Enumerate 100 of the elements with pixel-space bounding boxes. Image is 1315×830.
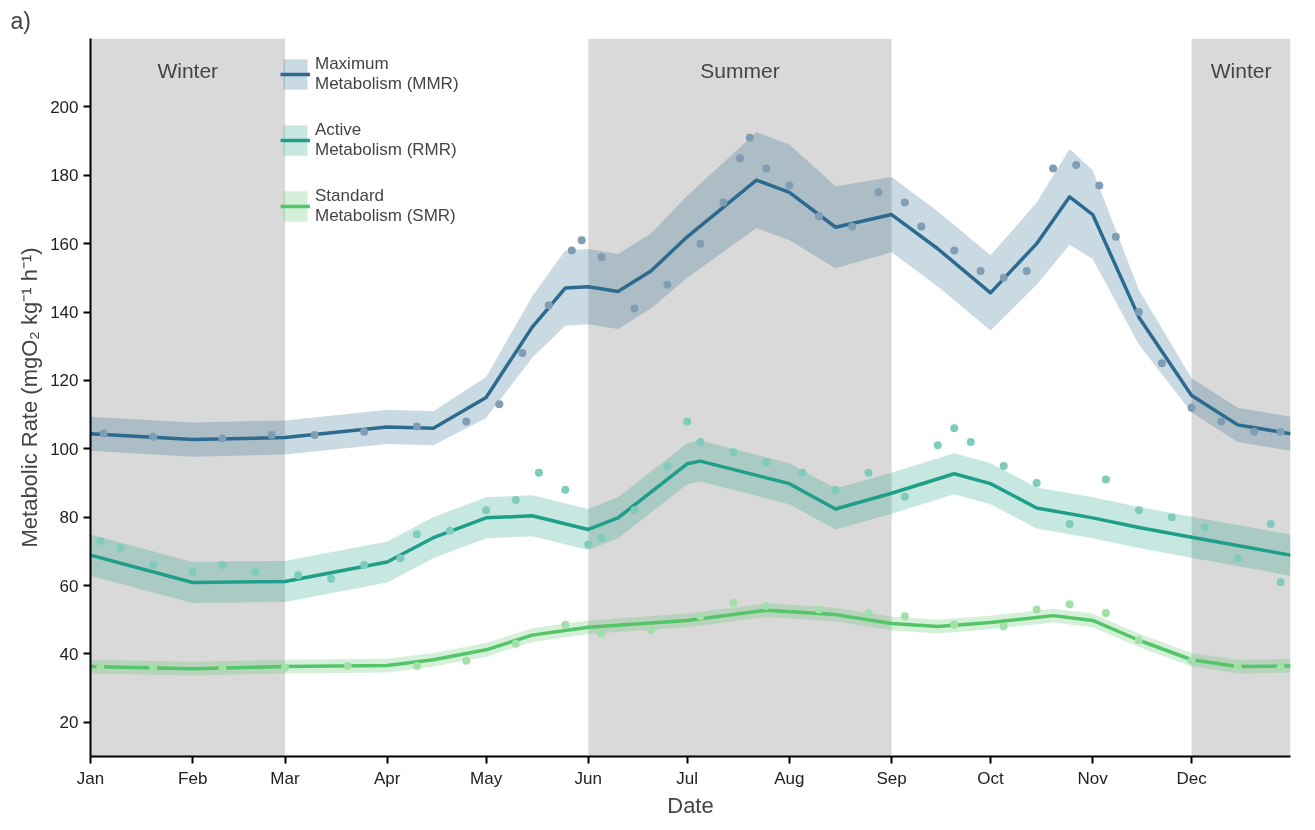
point — [561, 620, 570, 629]
point — [815, 605, 824, 614]
x-tick-label: Oct — [977, 768, 1004, 788]
y-tick-label: 140 — [50, 303, 79, 323]
point — [1111, 232, 1120, 241]
point — [1095, 181, 1104, 190]
point — [663, 461, 672, 470]
y-tick-label: 60 — [59, 576, 79, 596]
point — [874, 188, 883, 197]
point — [900, 198, 909, 207]
x-tick-label: Jun — [574, 768, 603, 788]
point — [900, 492, 909, 501]
point — [567, 246, 576, 255]
point — [696, 239, 705, 248]
point — [1233, 661, 1242, 670]
point — [1187, 403, 1196, 412]
point — [900, 612, 909, 621]
point — [343, 661, 352, 670]
point — [1101, 608, 1110, 617]
y-tick-label: 40 — [59, 644, 79, 664]
point — [310, 431, 319, 440]
point — [1049, 164, 1058, 173]
point — [294, 571, 303, 580]
point — [729, 598, 738, 607]
point — [864, 608, 873, 617]
point — [798, 468, 807, 477]
point — [360, 427, 369, 436]
point — [412, 530, 421, 539]
point — [646, 626, 655, 634]
point — [1276, 578, 1285, 587]
y-tick-label: 180 — [50, 166, 79, 186]
point — [683, 417, 692, 426]
point — [412, 661, 421, 670]
point — [729, 448, 738, 457]
point — [584, 540, 593, 549]
point — [663, 280, 672, 289]
point — [745, 133, 754, 142]
x-tick-label: Feb — [178, 768, 208, 788]
point — [1101, 475, 1110, 484]
y-tick-label: 20 — [59, 713, 79, 733]
point — [933, 441, 942, 450]
x-tick-label: Dec — [1176, 768, 1208, 788]
point — [1276, 663, 1285, 672]
point — [1217, 417, 1226, 426]
point — [1032, 478, 1041, 487]
point — [1072, 161, 1081, 169]
point — [630, 506, 639, 515]
x-tick-label: Sep — [876, 768, 907, 788]
y-tick-label: 80 — [59, 508, 79, 528]
point — [577, 236, 586, 245]
point — [1065, 520, 1074, 528]
point — [762, 164, 771, 173]
point — [848, 222, 857, 231]
x-tick-label: Jan — [76, 768, 105, 788]
point — [327, 574, 336, 583]
point — [597, 253, 606, 262]
point — [950, 246, 959, 255]
point — [412, 422, 421, 431]
point — [1134, 506, 1143, 515]
point — [597, 629, 606, 638]
point — [864, 468, 873, 477]
point — [544, 301, 553, 310]
point — [360, 561, 369, 570]
x-tick-label: Apr — [373, 768, 401, 788]
point — [950, 424, 959, 433]
point — [396, 554, 405, 563]
x-tick-label: May — [470, 768, 503, 788]
point — [1266, 520, 1275, 528]
point — [462, 656, 471, 665]
point — [719, 198, 728, 207]
point — [815, 212, 824, 221]
point — [1276, 427, 1285, 436]
x-axis-title: Date — [667, 792, 714, 818]
point — [518, 349, 527, 358]
point — [917, 222, 926, 231]
text: a) — [10, 7, 31, 34]
point — [966, 437, 975, 446]
x-tick-label: Jul — [676, 768, 699, 788]
point — [1065, 600, 1074, 609]
y-tick-label: 160 — [50, 234, 79, 254]
point — [785, 181, 794, 190]
point — [735, 154, 744, 163]
band-label: Winter — [157, 59, 219, 83]
point — [462, 417, 471, 426]
point — [534, 468, 543, 477]
point — [1167, 513, 1176, 522]
point — [1200, 523, 1209, 532]
y-tick-label: 200 — [50, 97, 79, 117]
point — [630, 304, 639, 313]
point — [597, 533, 606, 542]
point — [1250, 427, 1259, 436]
legend-label: Maximum Metabolism (MMR) — [315, 54, 460, 94]
point — [511, 639, 520, 648]
band-label: Summer — [700, 59, 780, 83]
point — [999, 622, 1008, 631]
y-tick-label: 120 — [50, 371, 79, 391]
point — [1157, 359, 1166, 368]
y-axis-title: Metabolic Rate (mgO₂ kg⁻¹ h⁻¹) — [17, 247, 43, 548]
x-tick-label: Mar — [270, 768, 300, 788]
point — [1032, 605, 1041, 614]
